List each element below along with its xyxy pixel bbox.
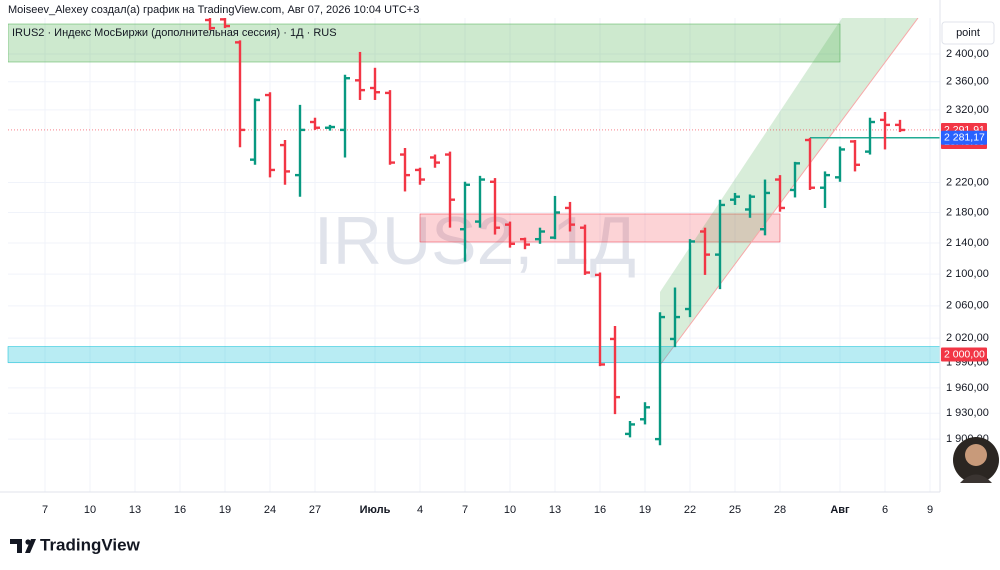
x-tick-label: 6 — [882, 504, 888, 516]
x-tick-label: Авг — [830, 504, 850, 516]
x-tick-label: 10 — [84, 504, 96, 516]
x-tick-label: 13 — [129, 504, 141, 516]
levels — [7, 129, 941, 363]
y-tick-label: 1 960,00 — [946, 382, 989, 394]
price-label-box — [941, 130, 987, 145]
level-band — [7, 346, 941, 363]
x-tick-label: 25 — [729, 504, 741, 516]
y-tick-label: 2 060,00 — [946, 300, 989, 312]
x-tick-label: 28 — [774, 504, 786, 516]
x-tick-label: Июль — [360, 504, 391, 516]
price-label-box — [941, 347, 987, 362]
scale-button[interactable] — [941, 21, 995, 45]
x-tick-label: 27 — [309, 504, 321, 516]
x-tick-label: 19 — [219, 504, 231, 516]
avatar — [953, 437, 999, 483]
bars — [205, 18, 905, 446]
x-tick-label: 19 — [639, 504, 651, 516]
x-tick-label: 7 — [462, 504, 468, 516]
axes: 2 400,00 2 360,00 2 320,00 2 220,00 2 180,00… — [0, 0, 989, 516]
x-tick-label: 24 — [264, 504, 276, 516]
y-tick-label: 2 400,00 — [946, 48, 989, 60]
x-tick-label: 16 — [174, 504, 186, 516]
price-label: 2 000,00 — [944, 348, 985, 360]
x-tick-label: 10 — [504, 504, 516, 516]
y-tick-label: 2 220,00 — [946, 176, 989, 188]
grid — [8, 18, 940, 492]
y-tick-label: 1 930,00 — [946, 407, 989, 419]
y-tick-label: 2 020,00 — [946, 332, 989, 344]
x-tick-label: 13 — [549, 504, 561, 516]
x-tick-label: 7 — [42, 504, 48, 516]
y-tick-label: 2 360,00 — [946, 76, 989, 88]
y-tick-label: 2 100,00 — [946, 268, 989, 280]
x-tick-label: 9 — [927, 504, 933, 516]
y-tick-label: 2 320,00 — [946, 104, 989, 116]
y-tick-label: 2 180,00 — [946, 206, 989, 218]
green-zone — [8, 23, 841, 63]
legend-title: IRUS2 · Индекс МосБиржи (дополнительная … — [12, 27, 337, 39]
watermark: IRUS2, 1Д — [314, 203, 636, 279]
channel-edge — [659, 18, 919, 366]
x-tick-label: 16 — [594, 504, 606, 516]
price-label: 2 281,17 — [944, 131, 985, 143]
drawings — [8, 18, 919, 366]
x-tick-label: 22 — [684, 504, 696, 516]
x-tick-label: 4 — [417, 504, 423, 516]
header: Moiseev_Alexey создал(а) график на Tradi… — [8, 4, 419, 16]
scale-button-label[interactable]: point — [956, 27, 980, 39]
logo-text: TradingView — [40, 535, 141, 554]
logo — [10, 539, 36, 553]
y-tick-label: 2 140,00 — [946, 237, 989, 249]
